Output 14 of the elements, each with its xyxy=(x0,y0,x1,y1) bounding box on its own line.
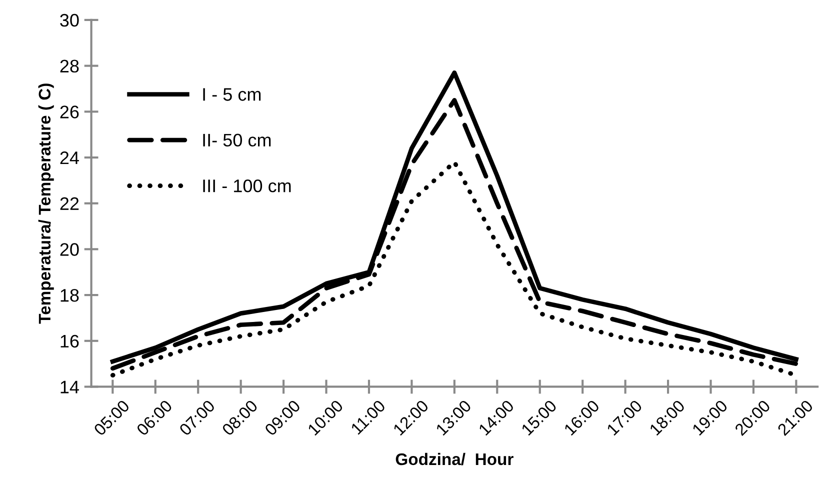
y-tick-label: 26 xyxy=(60,106,79,118)
legend-label: III - 100 cm xyxy=(203,179,291,192)
y-tick-label: 22 xyxy=(60,197,79,210)
y-axis-title: Temperatura/ Temperature ( C) xyxy=(38,84,54,324)
y-tick-label: 20 xyxy=(60,243,79,256)
y-tick-label: 18 xyxy=(60,288,79,302)
y-tick-label: 30 xyxy=(60,14,79,27)
legend-label: II- 50 cm xyxy=(203,134,271,147)
y-tick-label: 24 xyxy=(60,151,79,164)
y-tick-label: 16 xyxy=(60,334,79,348)
x-axis-title: Godzina/ Hour xyxy=(396,452,514,466)
legend-label: I - 5 cm xyxy=(203,88,261,101)
y-tick-label: 14 xyxy=(60,380,79,394)
y-tick-label: 28 xyxy=(60,60,79,73)
